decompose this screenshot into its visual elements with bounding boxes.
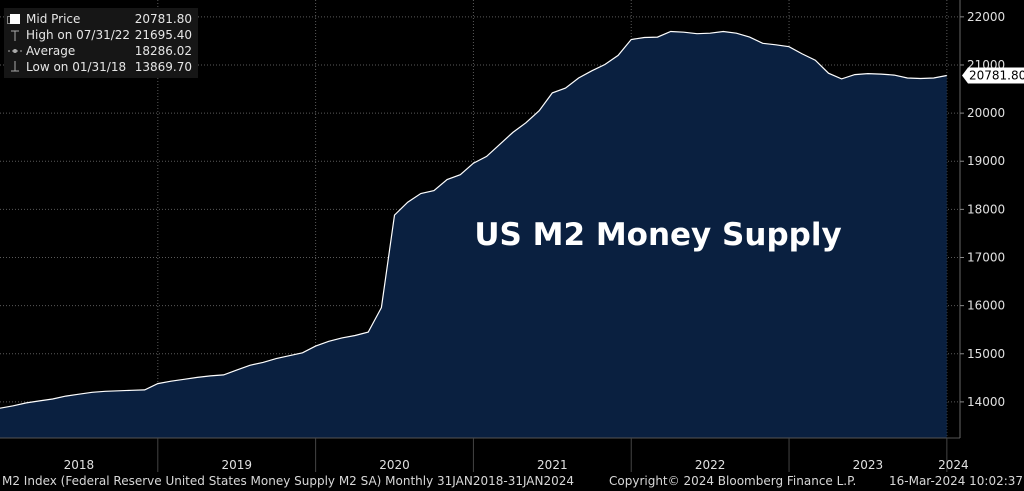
legend-label: Mid Price <box>26 12 81 26</box>
y-tick-label: 16000 <box>967 299 1005 313</box>
y-tick-label: 18000 <box>967 202 1005 216</box>
y-tick-label: 15000 <box>967 347 1005 361</box>
low-marker-icon <box>8 60 22 74</box>
x-tick-label: 2019 <box>221 458 252 472</box>
x-tick-label: 2021 <box>537 458 568 472</box>
legend-label: Low on 01/31/18 <box>26 60 127 74</box>
chart-title: US M2 Money Supply <box>474 217 841 253</box>
y-tick-label: 19000 <box>967 154 1005 168</box>
x-tick-label: 2023 <box>853 458 884 472</box>
legend-value: 21695.40 <box>134 28 192 42</box>
legend: Mid Price 20781.80 High on 07/31/22 2169… <box>4 8 198 78</box>
footer-copyright: Copyright© 2024 Bloomberg Finance L.P. <box>609 474 857 488</box>
legend-row-low: Low on 01/31/18 13869.70 <box>8 59 192 75</box>
x-tick-label: 2022 <box>695 458 726 472</box>
y-tick-label: 22000 <box>967 10 1005 24</box>
footer: M2 Index (Federal Reserve United States … <box>0 473 1024 491</box>
x-tick-label: 2024 <box>938 458 969 472</box>
x-axis: 2018 2019 2020 2021 2022 2023 2024 <box>64 438 969 472</box>
legend-value: 18286.02 <box>134 44 192 58</box>
legend-value: 20781.80 <box>134 12 192 26</box>
x-tick-label: 2018 <box>64 458 95 472</box>
y-tick-label: 20000 <box>967 106 1005 120</box>
legend-label: Average <box>26 44 76 58</box>
white-square-icon <box>7 12 22 26</box>
m2-series-line <box>0 30 947 409</box>
footer-source: M2 Index (Federal Reserve United States … <box>2 474 575 488</box>
y-tick-label: 14000 <box>967 395 1005 409</box>
x-tick-label: 2020 <box>379 458 410 472</box>
high-marker-icon <box>8 28 22 42</box>
y-tick-label: 17000 <box>967 251 1005 265</box>
footer-timestamp: 16-Mar-2024 10:02:37 <box>889 474 1024 488</box>
legend-label: High on 07/31/22 <box>26 28 131 42</box>
m2-area-fill <box>0 31 947 438</box>
legend-value: 13869.70 <box>134 60 192 74</box>
legend-row-mid-price: Mid Price 20781.80 <box>7 11 192 27</box>
legend-row-average: Average 18286.02 <box>8 43 192 59</box>
legend-row-high: High on 07/31/22 21695.40 <box>8 27 192 43</box>
average-marker-icon <box>8 44 22 58</box>
y-axis: 1400015000160001700018000190002000021000… <box>960 10 1005 409</box>
last-value-tag: 20781.80 <box>962 67 1024 84</box>
last-value-label: 20781.80 <box>969 68 1024 82</box>
